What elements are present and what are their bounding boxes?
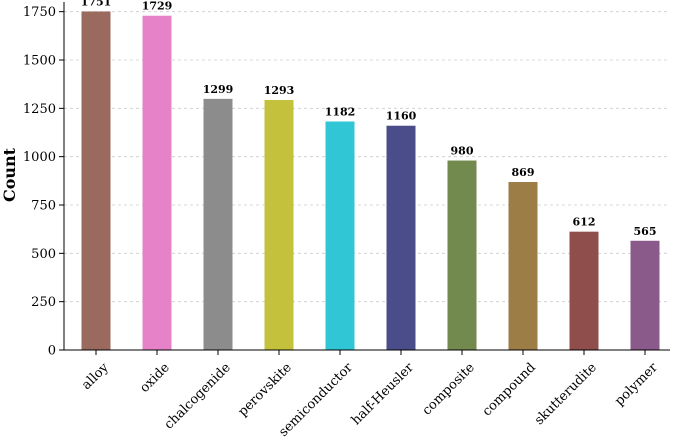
y-tick-label-0: 0 <box>48 344 56 359</box>
bar-chalcogenide <box>203 98 233 350</box>
y-tick-label-6: 1500 <box>23 54 56 69</box>
data-label-compound: 869 <box>512 166 535 179</box>
bar-semiconductor <box>325 121 355 350</box>
x-tick-label-alloy: alloy <box>79 360 112 393</box>
bars <box>81 11 660 351</box>
data-label-half-Heusler: 1160 <box>386 110 417 123</box>
data-label-alloy: 1751 <box>81 0 112 8</box>
data-label-polymer: 565 <box>634 225 657 238</box>
axes <box>59 2 670 355</box>
bar-perovskite <box>264 100 294 351</box>
bar-half-Heusler <box>386 125 416 350</box>
x-tick-label-skutterudite: skutterudite <box>532 360 600 428</box>
x-tick-label-perovskite: perovskite <box>235 360 295 420</box>
bar-oxide <box>142 15 172 351</box>
x-tick-label-compound: compound <box>480 360 539 419</box>
x-tick-label-oxide: oxide <box>137 360 173 396</box>
y-tick-label-7: 1750 <box>23 5 56 20</box>
data-label-perovskite: 1293 <box>264 84 295 97</box>
y-tick-label-3: 750 <box>31 199 56 214</box>
y-axis-label: Count <box>0 147 19 202</box>
data-label-oxide: 1729 <box>142 0 173 13</box>
bar-alloy <box>81 11 111 351</box>
grid-lines <box>64 11 670 303</box>
bar-composite <box>447 160 477 350</box>
x-tick-label-composite: composite <box>420 360 478 418</box>
x-tick-label-half-Heusler: half-Heusler <box>349 360 418 429</box>
data-label-chalcogenide: 1299 <box>203 83 234 96</box>
y-tick-labels: 0 250 500 750 1000 1250 1500 1750 <box>23 5 56 358</box>
data-labels: 1751 1729 1299 1293 1182 1160 980 869 612 565 <box>81 0 657 238</box>
x-tick-label-polymer: polymer <box>612 360 661 409</box>
data-label-skutterudite: 612 <box>573 216 596 229</box>
y-tick-label-4: 1000 <box>23 150 56 165</box>
data-label-semiconductor: 1182 <box>325 105 356 118</box>
bar-polymer <box>630 240 660 350</box>
bar-compound <box>508 181 538 350</box>
y-tick-label-1: 250 <box>31 295 56 310</box>
y-tick-label-5: 1250 <box>23 102 56 117</box>
bar-skutterudite <box>569 231 599 350</box>
y-tick-label-2: 500 <box>31 247 56 262</box>
data-label-composite: 980 <box>451 145 474 158</box>
